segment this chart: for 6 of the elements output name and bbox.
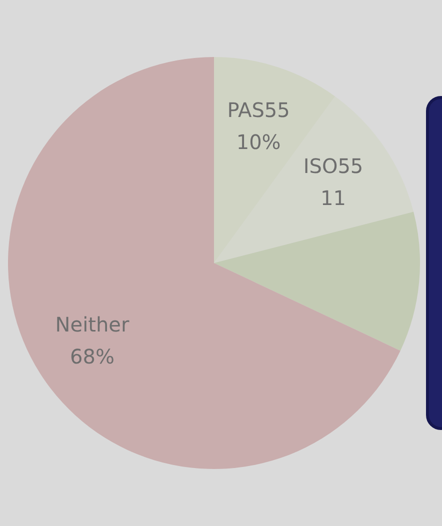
data-label: 11: [320, 186, 346, 210]
slice-label: ISO55: [303, 154, 364, 178]
slice-label: Neither: [55, 312, 130, 336]
data-label: 68%: [70, 344, 114, 368]
data-label: 10%: [236, 130, 281, 154]
slice-label: PAS55: [227, 98, 290, 122]
